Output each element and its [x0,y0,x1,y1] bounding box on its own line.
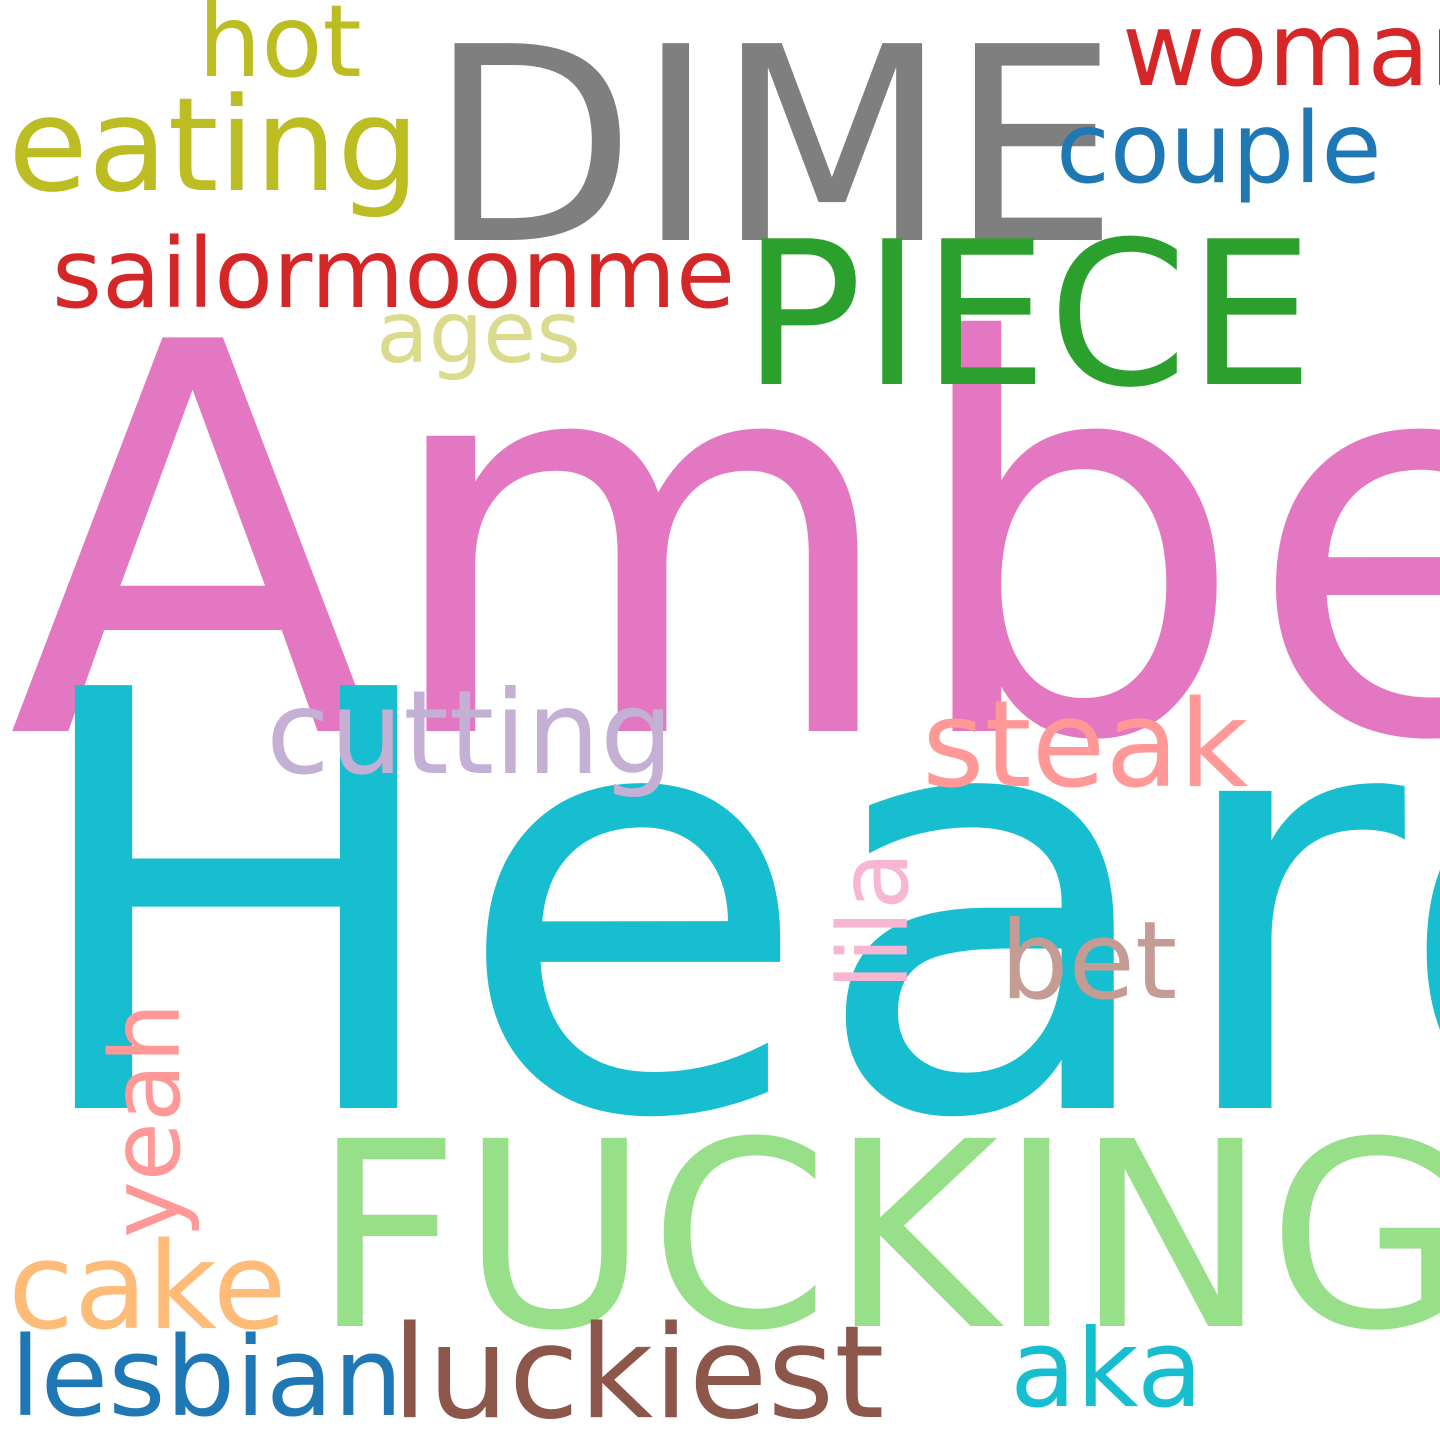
word-amber: Amber [8,231,1440,859]
word-eating: eating [8,69,420,221]
word-lila: lila [818,851,930,990]
word-dime: DIME [428,0,1120,304]
word-couple: couple [1056,92,1382,206]
word-heard: Heard [18,570,1440,1245]
word-woman: woman [1122,0,1440,110]
word-lesbian: lesbian [10,1313,404,1440]
word-luckiest: luckiest [392,1299,885,1440]
word-fucking: FUCKING [312,1087,1440,1387]
word-steak: steak [922,676,1249,815]
word-bet: bet [1000,899,1178,1024]
word-cutting: cutting [266,666,674,801]
word-cake: cake [8,1218,287,1357]
word-ages: ages [376,283,582,383]
word-yeah: yeah [90,1002,202,1238]
word-piece: PIECE [742,199,1314,432]
word-hot: hot [198,0,362,100]
word-sailormoonme: sailormoonme [52,218,736,330]
word-aka: aka [1010,1307,1204,1432]
